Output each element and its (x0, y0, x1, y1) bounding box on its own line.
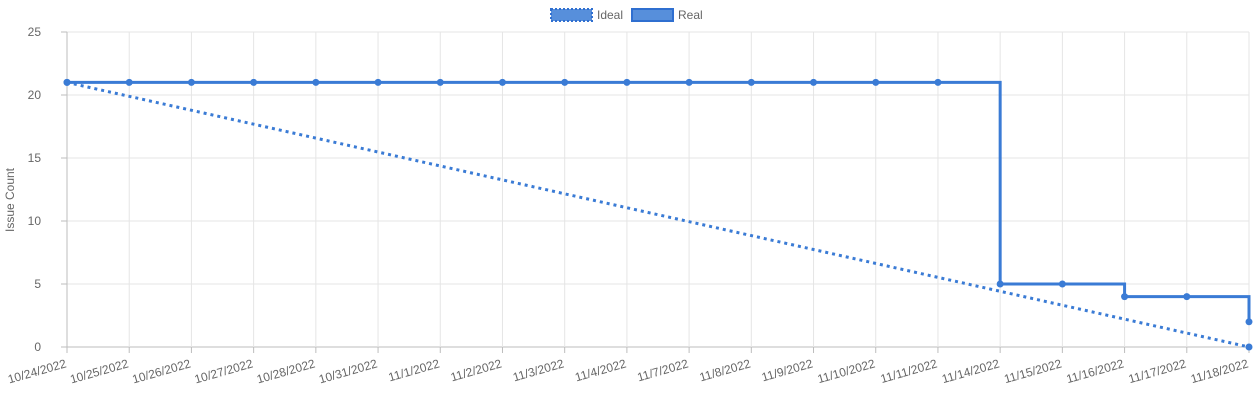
x-tick-label: 11/3/2022 (511, 356, 566, 384)
x-tick-label: 11/1/2022 (387, 356, 442, 384)
legend-label-real: Real (678, 8, 703, 22)
real-point (1245, 318, 1253, 326)
real-line (67, 80, 1251, 322)
ideal-point (1245, 343, 1253, 351)
x-tick-label: 11/14/2022 (940, 356, 1001, 386)
y-tick-label: 15 (28, 151, 42, 165)
real-point (685, 78, 693, 86)
real-point (623, 78, 631, 86)
x-tick-label: 10/24/2022 (6, 356, 68, 386)
real-point (312, 78, 320, 86)
real-point (1058, 280, 1066, 288)
real-point (561, 78, 569, 86)
real-point (934, 78, 942, 86)
legend-swatch-real (631, 8, 674, 22)
y-tick-label: 10 (28, 214, 42, 228)
real-point (498, 78, 506, 86)
real-point (747, 78, 755, 86)
real-point (125, 78, 133, 86)
x-tick-label: 11/11/2022 (879, 356, 939, 386)
legend-item-ideal[interactable]: Ideal (550, 8, 623, 22)
real-point (436, 78, 444, 86)
y-axis-ticks: 0 5 10 15 20 25 (28, 25, 42, 354)
x-tick-label: 10/27/2022 (193, 356, 255, 386)
y-tick-label: 5 (34, 277, 41, 291)
x-tick-label: 11/9/2022 (760, 356, 815, 384)
real-point (187, 78, 195, 86)
x-tick-label: 11/17/2022 (1127, 356, 1188, 386)
y-tick-label: 0 (34, 340, 41, 354)
y-tick-label: 25 (28, 25, 42, 39)
series-real (63, 78, 1253, 326)
x-tick-label: 10/26/2022 (131, 356, 193, 386)
real-point (1121, 293, 1129, 301)
real-point (250, 78, 258, 86)
legend-label-ideal: Ideal (597, 8, 623, 22)
x-tick-label: 11/7/2022 (636, 356, 691, 384)
x-axis-ticks: 10/24/2022 10/25/2022 10/26/2022 10/27/2022… (6, 356, 1250, 386)
x-tick-label: 10/31/2022 (317, 356, 379, 386)
real-point (872, 78, 880, 86)
x-tick-label: 11/15/2022 (1002, 356, 1063, 386)
x-tick-label: 11/18/2022 (1189, 356, 1250, 386)
real-point (996, 280, 1004, 288)
x-tick-label: 11/16/2022 (1065, 356, 1126, 386)
series-ideal (63, 78, 1253, 351)
legend-swatch-ideal (550, 8, 593, 22)
x-tick-label: 11/2/2022 (449, 356, 504, 384)
y-tick-label: 20 (28, 88, 42, 102)
real-point (1183, 293, 1191, 301)
x-tick-label: 11/8/2022 (698, 356, 753, 384)
x-tick-label: 10/25/2022 (68, 356, 130, 386)
x-tick-label: 11/10/2022 (816, 356, 877, 386)
x-tick-label: 11/4/2022 (573, 356, 628, 384)
ideal-line (66, 80, 1250, 349)
y-axis-label: Issue Count (3, 167, 17, 232)
legend-item-real[interactable]: Real (631, 8, 703, 22)
real-point (810, 78, 818, 86)
real-point (374, 78, 382, 86)
legend: Ideal Real (550, 8, 703, 22)
real-point (63, 78, 71, 86)
x-tick-label: 10/28/2022 (255, 356, 317, 386)
grid-lines (61, 31, 1250, 353)
